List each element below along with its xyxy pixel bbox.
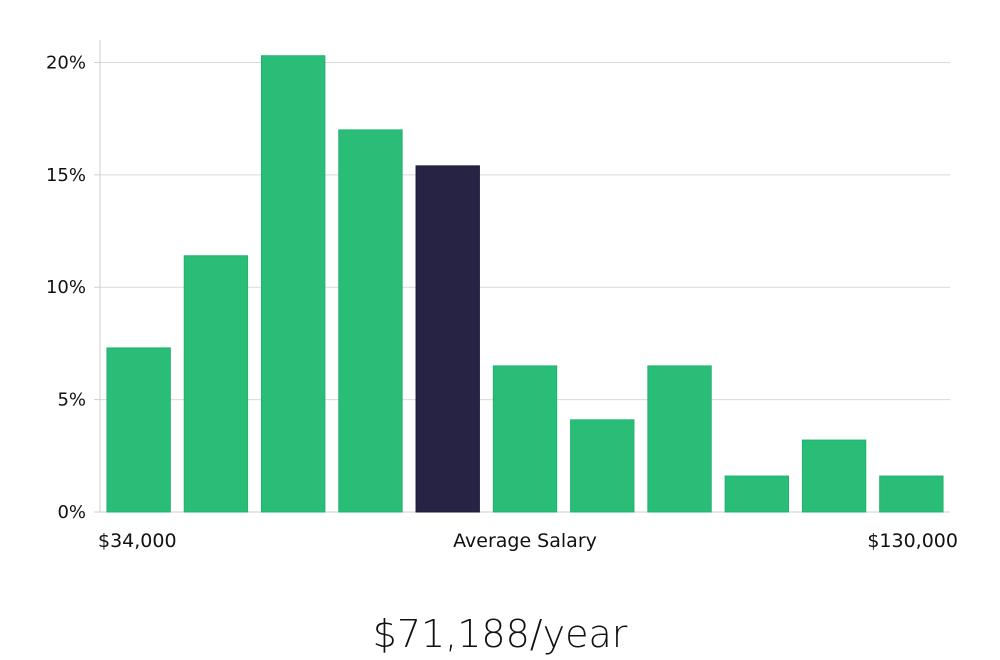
- salary-bar: [106, 347, 171, 513]
- average-salary-value: $71,188/year: [373, 612, 628, 656]
- y-tick-label: 15%: [46, 165, 86, 186]
- y-tick-label: 0%: [57, 502, 86, 523]
- salary-bar: [879, 475, 944, 513]
- salary-bar: [647, 365, 712, 513]
- salary-bar: [183, 255, 249, 513]
- salary-bar: [261, 55, 326, 513]
- salary-bar: [570, 419, 635, 513]
- y-axis-ticks: 0% 5% 10% 15% 20%: [46, 52, 100, 523]
- bar-series: [106, 55, 944, 513]
- salary-bar: [338, 129, 403, 513]
- x-axis-center-label: Average Salary: [453, 530, 597, 552]
- salary-bar: [492, 365, 558, 513]
- y-tick-label: 20%: [46, 52, 86, 73]
- x-axis-min-label: $34,000: [98, 530, 177, 552]
- x-axis-max-label: $130,000: [867, 530, 958, 552]
- y-tick-label: 10%: [46, 277, 86, 298]
- salary-bar: [724, 475, 789, 513]
- average-salary-bar: [415, 165, 480, 513]
- y-tick-label: 5%: [57, 390, 86, 411]
- salary-bar: [801, 439, 867, 513]
